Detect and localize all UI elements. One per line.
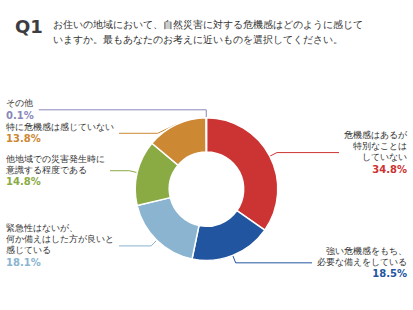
svg-text:危機感はあるが: 危機感はあるが	[344, 130, 408, 140]
svg-text:お住いの地域において、自然災害に対する危機感はどのように感じ: お住いの地域において、自然災害に対する危機感はどのように感じて	[53, 19, 363, 30]
svg-text:必要な備えをしている: 必要な備えをしている	[317, 257, 407, 267]
svg-text:Q1: Q1	[15, 16, 43, 37]
svg-text:感じている: 感じている	[6, 245, 51, 255]
svg-text:強い危機感をもち、: 強い危機感をもち、	[326, 246, 407, 256]
svg-text:していない: していない	[362, 152, 407, 162]
svg-text:他地域での災害発生時に: 他地域での災害発生時に	[6, 154, 105, 164]
svg-text:0.1%: 0.1%	[6, 110, 34, 121]
svg-text:18.5%: 18.5%	[372, 268, 407, 279]
svg-text:緊急性はないが、: 緊急性はないが、	[6, 223, 78, 233]
svg-text:特に危機感は感じていない: 特に危機感は感じていない	[6, 122, 114, 132]
svg-text:特別なことは: 特別なことは	[353, 141, 407, 151]
svg-text:13.8%: 13.8%	[6, 133, 41, 144]
svg-text:34.8%: 34.8%	[372, 164, 407, 175]
svg-text:意識する程度である: 意識する程度である	[5, 165, 87, 175]
svg-text:何か備えはした方が良いと: 何か備えはした方が良いと	[6, 234, 114, 244]
svg-text:14.8%: 14.8%	[6, 176, 41, 187]
svg-text:いますか。最もあなたのお考えに近いものを選択してください。: いますか。最もあなたのお考えに近いものを選択してください。	[53, 34, 343, 45]
svg-text:その他: その他	[6, 98, 33, 108]
svg-text:18.1%: 18.1%	[6, 257, 41, 268]
